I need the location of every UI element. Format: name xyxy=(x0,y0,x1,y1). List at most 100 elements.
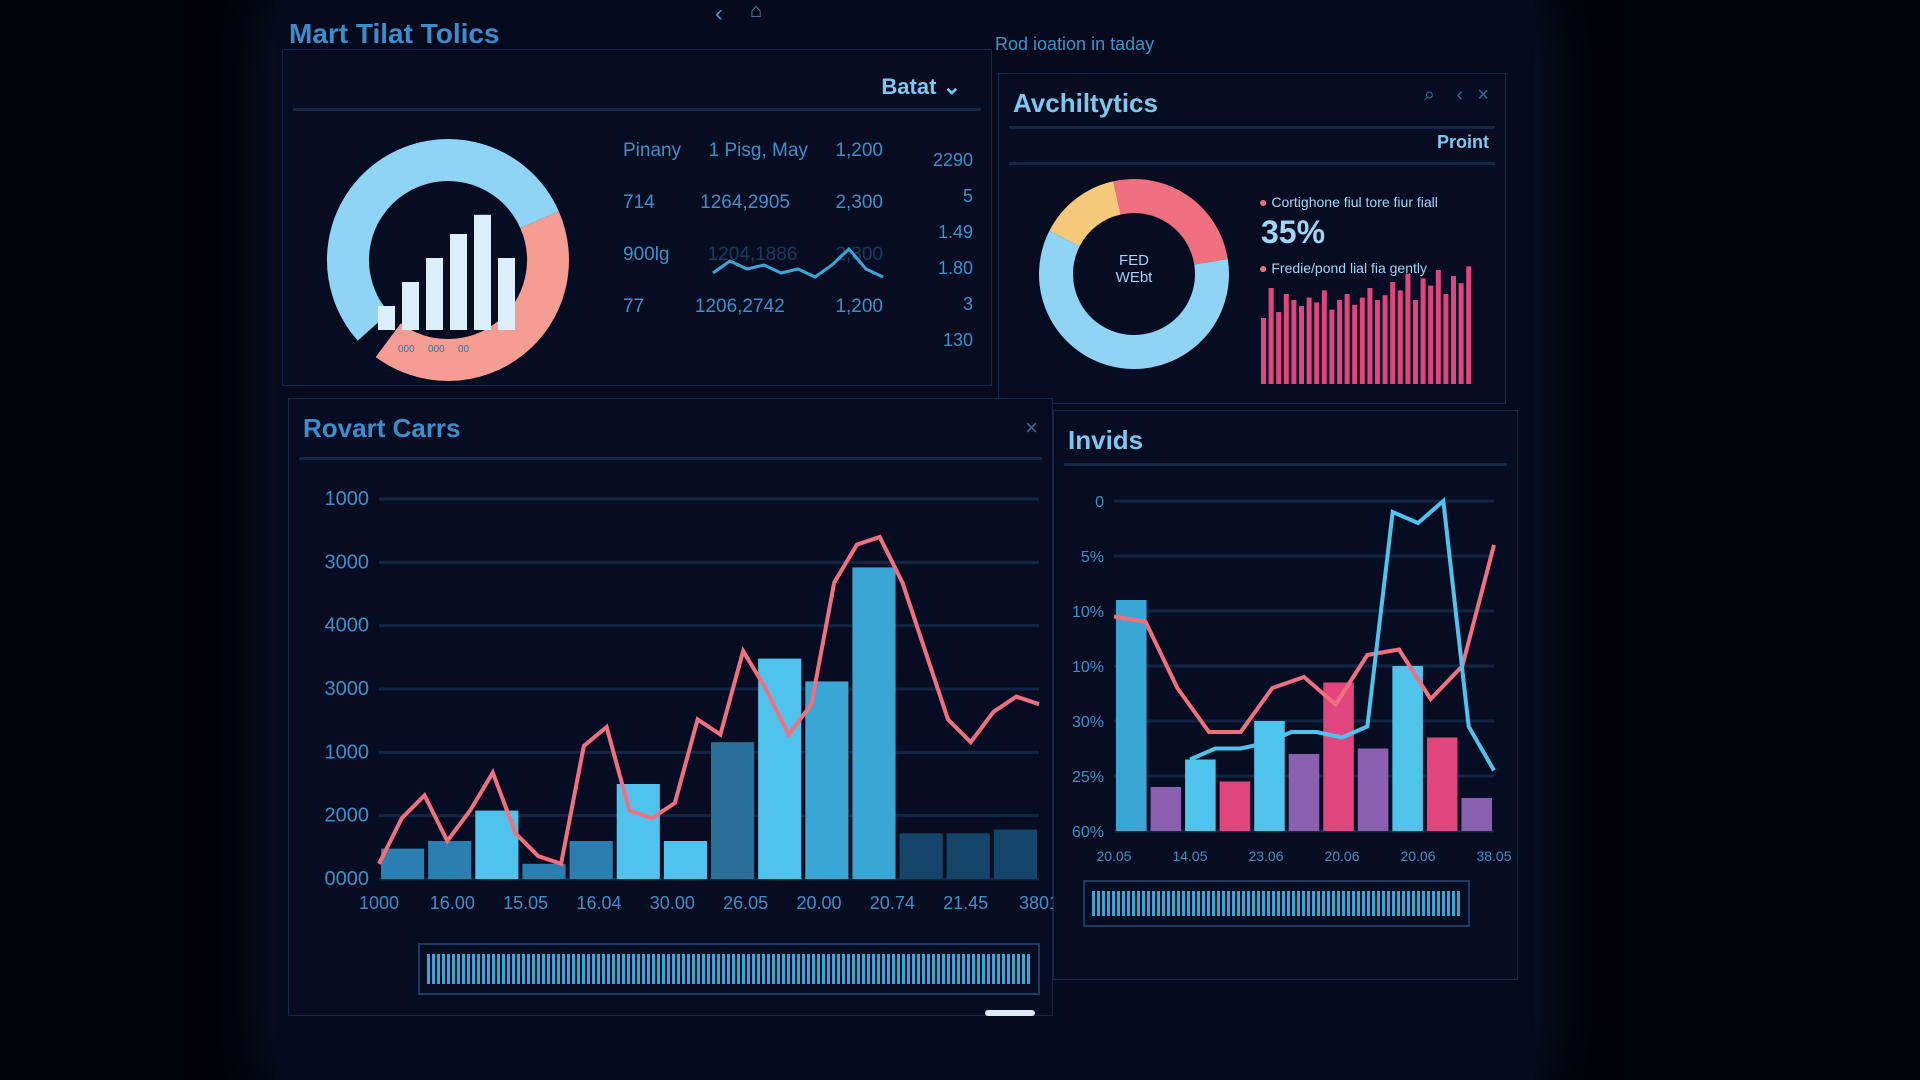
share-icon[interactable]: ‹ xyxy=(1456,84,1463,106)
scrollbar-tick xyxy=(537,954,540,984)
scrollbar-tick xyxy=(1302,891,1305,916)
y-tick-label: 10% xyxy=(1072,659,1104,676)
scrollbar-tick xyxy=(1022,954,1025,984)
right-value: 5 xyxy=(962,186,973,206)
table-cell: 1264,2905 xyxy=(700,192,790,213)
scrollbar-tick xyxy=(1147,891,1150,916)
table-cell: 1206,2742 xyxy=(694,296,785,317)
scrollbar-tick xyxy=(1357,891,1360,916)
sparkline xyxy=(712,246,884,279)
scrollbar-tick xyxy=(622,954,625,984)
table-row: Pinany 1 Pisg, May 1,200 xyxy=(623,140,883,192)
scrollbar-tick xyxy=(1122,891,1125,916)
scrollbar-tick xyxy=(922,954,925,984)
analytics-bar xyxy=(1367,288,1373,384)
scrollbar-tick xyxy=(1292,891,1295,916)
close-icon[interactable]: × xyxy=(1025,415,1038,440)
table-row: 77 1206,2742 1,200 xyxy=(623,296,883,348)
scrollbar-track xyxy=(1083,880,1470,927)
scrollbar-tick xyxy=(1172,891,1175,916)
bar xyxy=(381,848,425,879)
scrollbar-tick xyxy=(1327,891,1330,916)
scrollbar-tick xyxy=(607,954,610,984)
scrollbar-tick xyxy=(887,954,890,984)
scrollbar-tick xyxy=(1252,891,1255,916)
home-icon[interactable]: ⌂ xyxy=(750,0,763,22)
scrollbar-tick xyxy=(882,954,885,984)
x-tick-label: 1000 xyxy=(359,893,399,913)
bar xyxy=(1219,781,1251,831)
scrollbar-tick xyxy=(502,954,505,984)
table-cell: 1 Pisg, May xyxy=(708,140,808,161)
scrollbar-tick xyxy=(1362,891,1365,916)
invids-chart: 0 5% 10% 10% 30% 25% 60% 20.05 14.05 23.06 20.06 20… xyxy=(1072,494,1512,864)
scrollbar-tick xyxy=(742,954,745,984)
analytics-dropdown[interactable]: Proint xyxy=(1437,132,1489,152)
analytics-panel: Avchiltytics ⌕ ‹ × Proint FED WEbt ● Cort… xyxy=(998,73,1506,404)
scrollbar-tick xyxy=(1222,891,1225,916)
scrollbar-tick xyxy=(942,954,945,984)
scrollbar-tick xyxy=(532,954,535,984)
scrollbar-tick xyxy=(672,954,675,984)
x-tick-label: 14.05 xyxy=(1172,848,1207,864)
dashboard-screen: Mart Tilat Tolics ‹ ⌂ Rod ioation in tad… xyxy=(275,0,1535,1080)
scrollbar-tick xyxy=(747,954,750,984)
scrollbar-tick xyxy=(1452,891,1455,916)
bar xyxy=(758,658,802,879)
scrollbar-tick xyxy=(997,954,1000,984)
scrollbar-tick xyxy=(1457,891,1460,916)
x-tick-label: 20.05 xyxy=(1096,848,1131,864)
y-tick-label: 4000 xyxy=(325,615,370,637)
gauge-bar xyxy=(426,258,443,330)
y-tick-label: 25% xyxy=(1072,769,1104,786)
scrollbar-tick xyxy=(1142,891,1145,916)
analytics-bar xyxy=(1329,309,1335,384)
scrollbar-tick xyxy=(1317,891,1320,916)
bar xyxy=(616,784,660,879)
analytics-bar xyxy=(1268,288,1274,384)
scrollbar-tick xyxy=(492,954,495,984)
scrollbar-tick xyxy=(437,954,440,984)
analytics-bar xyxy=(1397,290,1403,384)
scrollbar-tick xyxy=(677,954,680,984)
scrollbar-tick xyxy=(767,954,770,984)
scrollbar-tick xyxy=(877,954,880,984)
range-scrollbar[interactable] xyxy=(418,943,1040,995)
x-tick-label: 16.04 xyxy=(576,893,621,913)
analytics-bar xyxy=(1428,285,1434,384)
table-cell: 714 xyxy=(623,192,655,213)
overview-panel: Batat ⌄ 000 000 00 Pinany 1 Pisg, May 1,200 7… xyxy=(282,49,992,386)
scrollbar-tick xyxy=(1157,891,1160,916)
scrollbar-tick xyxy=(1127,891,1130,916)
scrollbar-tick xyxy=(937,954,940,984)
page-indicator[interactable] xyxy=(985,1010,1035,1016)
scrollbar-tick xyxy=(847,954,850,984)
analytics-bar xyxy=(1413,300,1418,384)
chevron-left-icon[interactable]: ‹ xyxy=(715,0,723,27)
scrollbar-tick xyxy=(1132,891,1135,916)
scrollbar-tick xyxy=(1182,891,1185,916)
period-dropdown[interactable]: Batat ⌄ xyxy=(881,74,961,100)
scrollbar-tick xyxy=(1347,891,1350,916)
bar xyxy=(522,863,566,879)
scrollbar-tick xyxy=(547,954,550,984)
scrollbar-tick xyxy=(777,954,780,984)
search-icon[interactable]: ⌕ xyxy=(1423,84,1435,106)
close-icon[interactable]: × xyxy=(1477,84,1489,106)
range-scrollbar[interactable] xyxy=(1083,880,1470,927)
scrollbar-tick xyxy=(632,954,635,984)
scrollbar-tick xyxy=(1092,891,1095,916)
bar xyxy=(1426,737,1458,831)
x-tick-label: 3801 xyxy=(1019,893,1059,913)
x-tick-label: 38.05 xyxy=(1476,848,1511,864)
x-tick-label: 26.05 xyxy=(723,893,768,913)
scrollbar-tick xyxy=(1422,891,1425,916)
scrollbar-tick xyxy=(947,954,950,984)
scrollbar-tick xyxy=(1242,891,1245,916)
scrollbar-tick xyxy=(1117,891,1120,916)
legend-dot-icon: ● xyxy=(1259,260,1268,276)
scrollbar-tick xyxy=(692,954,695,984)
scrollbar-tick xyxy=(892,954,895,984)
table-cell: Pinany xyxy=(623,140,682,161)
y-tick-label: 1000 xyxy=(325,741,370,763)
